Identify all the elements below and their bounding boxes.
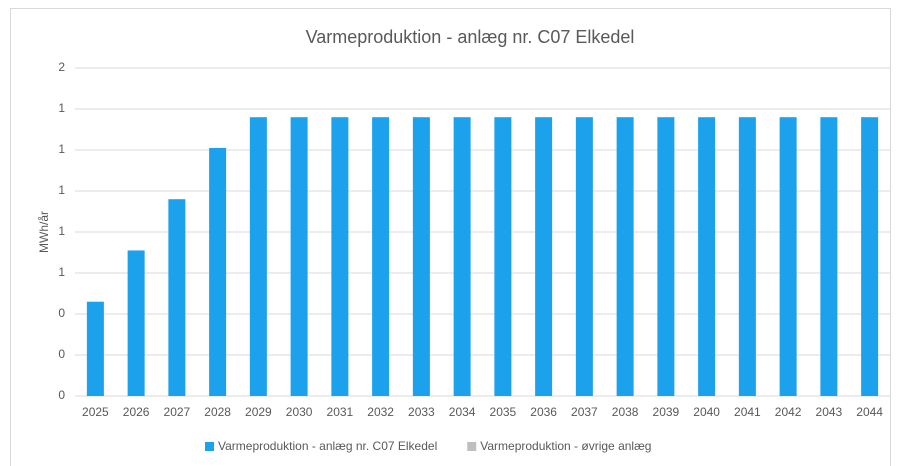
bar	[657, 117, 675, 396]
bar	[779, 117, 797, 396]
bar	[616, 117, 634, 396]
legend-swatch	[205, 442, 214, 451]
x-tick-label: 2043	[816, 405, 843, 419]
y-tick-label: 1	[58, 183, 65, 197]
bar	[535, 117, 553, 396]
bar	[86, 301, 104, 396]
bar	[209, 147, 227, 396]
y-tick-label: 0	[58, 388, 65, 402]
x-tick-label: 2035	[490, 405, 517, 419]
x-tick-label: 2032	[367, 405, 394, 419]
bar	[331, 117, 349, 396]
bar	[127, 250, 145, 396]
bar	[494, 117, 512, 396]
y-tick-label: 1	[58, 101, 65, 115]
bar	[698, 117, 716, 396]
bar	[738, 117, 756, 396]
x-tick-label: 2028	[204, 405, 231, 419]
chart-frame	[10, 8, 891, 466]
x-tick-label: 2027	[164, 405, 191, 419]
bar	[372, 117, 390, 396]
y-axis-label: MWh/år	[37, 211, 51, 253]
bar	[575, 117, 593, 396]
legend-label: Varmeproduktion - anlæg nr. C07 Elkedel	[218, 439, 437, 453]
x-tick-label: 2030	[286, 405, 313, 419]
bar	[290, 117, 308, 396]
x-tick-label: 2040	[693, 405, 720, 419]
bar	[412, 117, 430, 396]
x-tick-label: 2031	[327, 405, 354, 419]
x-tick-label: 2039	[653, 405, 680, 419]
chart-title: Varmeproduktion - anlæg nr. C07 Elkedel	[306, 27, 635, 47]
x-tick-label: 2041	[734, 405, 761, 419]
bar	[249, 117, 267, 396]
x-tick-label: 2029	[245, 405, 272, 419]
bar	[168, 199, 186, 396]
x-tick-label: 2042	[775, 405, 802, 419]
bar	[453, 117, 471, 396]
y-tick-label: 0	[58, 306, 65, 320]
x-tick-label: 2037	[571, 405, 598, 419]
bar	[861, 117, 879, 396]
bar	[820, 117, 838, 396]
y-tick-label: 1	[58, 142, 65, 156]
legend-swatch	[467, 442, 477, 451]
x-tick-label: 2034	[449, 405, 476, 419]
y-tick-label: 2	[58, 60, 65, 74]
y-tick-label: 1	[58, 265, 65, 279]
x-tick-label: 2036	[530, 405, 557, 419]
x-tick-label: 2025	[82, 405, 109, 419]
x-tick-label: 2026	[123, 405, 150, 419]
legend-label: Varmeproduktion - øvrige anlæg	[480, 439, 651, 453]
x-tick-label: 2038	[612, 405, 639, 419]
y-tick-label: 0	[58, 347, 65, 361]
y-tick-label: 1	[58, 224, 65, 238]
x-tick-label: 2044	[856, 405, 883, 419]
x-tick-label: 2033	[408, 405, 435, 419]
